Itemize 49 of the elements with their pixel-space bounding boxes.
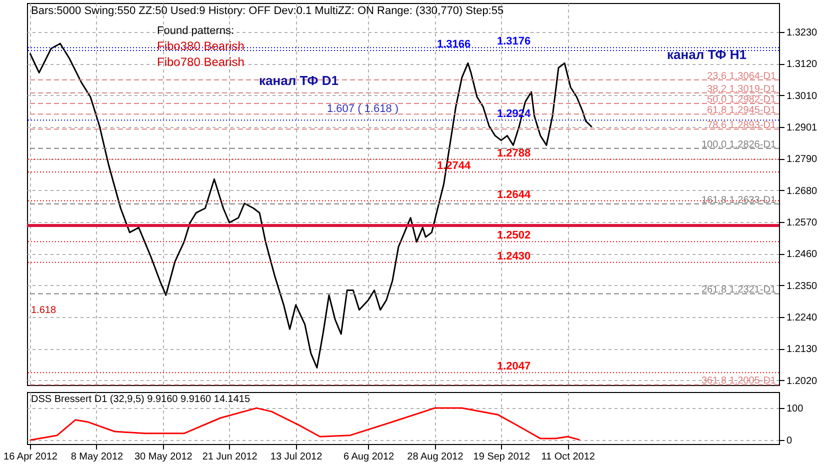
y-tick-label: 1.2901 <box>786 122 818 134</box>
ref-line-label: 100.0 1.2826-D1 <box>701 139 776 150</box>
annotation: Fibo780 Bearish <box>157 55 244 69</box>
ref-line-label: 1.2047 <box>497 360 531 373</box>
line-series <box>29 407 580 441</box>
x-tick-label: 13 Jul 2012 <box>270 452 323 462</box>
y-tick-label: 1.3230 <box>786 28 818 39</box>
ref-line-label: 161.8 1.2633-D1 <box>701 194 776 206</box>
x-tick-label: 21 Jun 2012 <box>202 452 258 462</box>
ref-line-label: 50.0 1.2982-D1 <box>707 94 776 106</box>
y-tick-label: 1.3120 <box>786 59 818 70</box>
x-tick-label: 19 Sep 2012 <box>473 452 530 462</box>
x-tick-label: 16 Apr 2012 <box>4 452 58 462</box>
chart-title: DSS Bressert D1 (32,9,5) 9.9160 9.9160 14.1415 <box>31 394 250 405</box>
ref-line-label: 38.2 1.3019-D1 <box>707 84 776 95</box>
y-tick-label: 1.2680 <box>786 186 818 197</box>
y-tick-label: 1.2020 <box>786 376 818 387</box>
x-tick-label: 28 Aug 2012 <box>407 452 464 462</box>
y-tick-label: 0 <box>786 436 792 447</box>
annotation: Found patterns: <box>157 25 234 37</box>
annotation: канал ТФ H1 <box>667 47 746 62</box>
x-tick-label: 6 Aug 2012 <box>343 452 395 462</box>
ref-line-label: 61.8 1.2945-D1 <box>707 105 776 116</box>
annotation: 1.618 <box>31 305 56 316</box>
ref-line-label: 1.3176 <box>497 36 531 48</box>
ref-line-label: 1.2644 <box>497 188 532 201</box>
x-tick-label: 30 May 2012 <box>134 452 193 462</box>
ref-line-label: 1.2430 <box>497 250 531 262</box>
ref-line-label: 261.8 1.2321-D1 <box>701 284 776 296</box>
ref-line-label: 361.8 1.2005-D1 <box>701 376 776 387</box>
ref-line-label: 1.3166 <box>437 38 471 50</box>
y-tick-label: 1.2130 <box>786 344 818 356</box>
annotation: канал ТФ D1 <box>259 73 338 88</box>
ref-line-label: 78.6 1.2893-D1 <box>707 120 776 132</box>
x-tick-label: 11 Oct 2012 <box>541 452 596 462</box>
x-tick-label: 8 May 2012 <box>70 452 124 462</box>
annotation: Fibo380 Bearish <box>157 39 244 53</box>
y-tick-label: 1.3010 <box>786 90 818 102</box>
y-tick-label: 100 <box>786 404 804 415</box>
ref-line-label: 1.2502 <box>497 230 531 242</box>
y-tick-label: 1.2350 <box>786 280 818 292</box>
ref-line-label: 1.2788 <box>497 147 531 160</box>
ref-line-label: 23.6 1.3064-D1 <box>707 70 776 82</box>
y-tick-label: 1.2570 <box>786 218 818 229</box>
annotation: 1.607 ( 1.618 ) <box>327 103 399 115</box>
chart-title: Bars:5000 Swing:550 ZZ:50 Used:9 History: OFF Dev:0.1 MultiZZ: ON Range: (330,770) Step:55 <box>31 5 504 17</box>
y-tick-label: 1.2790 <box>786 154 818 166</box>
y-tick-label: 1.2460 <box>786 249 818 260</box>
y-tick-label: 1.2240 <box>786 312 818 324</box>
